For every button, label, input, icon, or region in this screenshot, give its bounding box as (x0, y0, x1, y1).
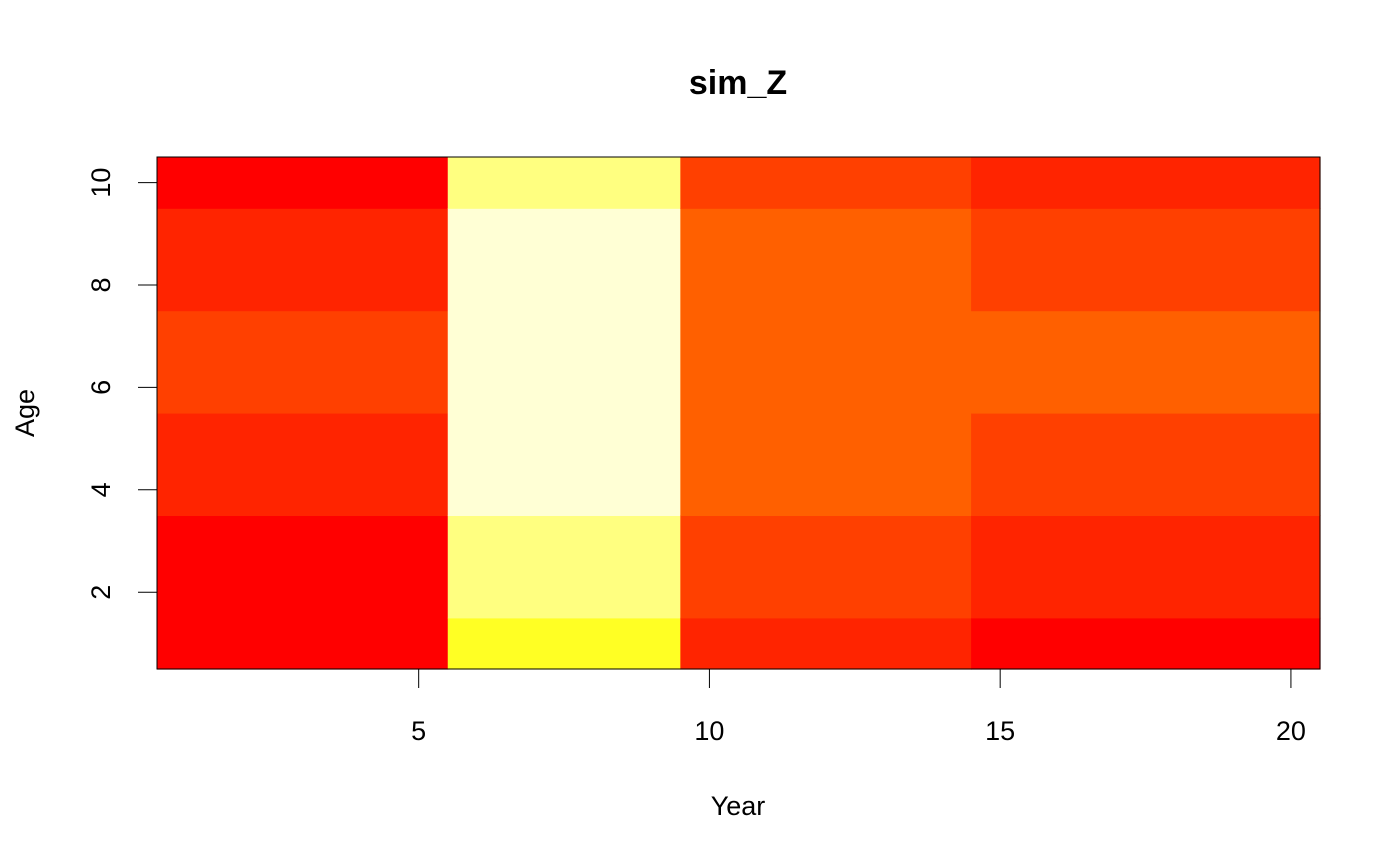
heatmap-cell-2 (157, 310, 449, 414)
x-tick-label-20: 20 (1276, 716, 1306, 746)
y-tick-label-2: 2 (86, 585, 116, 600)
heatmap-cell-0 (157, 515, 449, 670)
heatmap-cells (157, 157, 1321, 670)
heatmap-cell-16 (971, 310, 1321, 414)
heatmap-cell-11 (680, 208, 972, 516)
heatmap-cell-9 (680, 617, 972, 670)
heatmap-cell-7 (447, 208, 681, 516)
heatmap-cell-17 (971, 208, 1321, 312)
x-axis: 5 10 15 20 (411, 668, 1306, 746)
x-axis-label: Year (711, 791, 766, 821)
heatmap-cell-12 (680, 157, 972, 209)
heatmap-cell-6 (447, 515, 681, 619)
chart-title: sim_Z (689, 64, 787, 102)
x-tick-label-10: 10 (694, 716, 724, 746)
y-axis: 2 4 6 8 10 (86, 168, 158, 600)
heatmap-cell-10 (680, 515, 972, 619)
y-axis-label: Age (10, 389, 40, 437)
y-tick-label-6: 6 (86, 380, 116, 395)
heatmap-cell-5 (447, 617, 681, 670)
heatmap-cell-1 (157, 413, 449, 516)
heatmap-cell-13 (971, 617, 1321, 670)
heatmap-cell-3 (157, 208, 449, 312)
heatmap-cell-18 (971, 157, 1321, 209)
heatmap-cell-4 (157, 157, 449, 209)
y-tick-label-8: 8 (86, 277, 116, 292)
x-tick-label-15: 15 (985, 716, 1015, 746)
y-tick-label-10: 10 (86, 168, 116, 198)
heatmap-cell-8 (447, 157, 681, 209)
y-tick-label-4: 4 (86, 482, 116, 497)
heatmap-cell-15 (971, 413, 1321, 516)
x-tick-label-5: 5 (411, 716, 426, 746)
heatmap-cell-14 (971, 515, 1321, 619)
